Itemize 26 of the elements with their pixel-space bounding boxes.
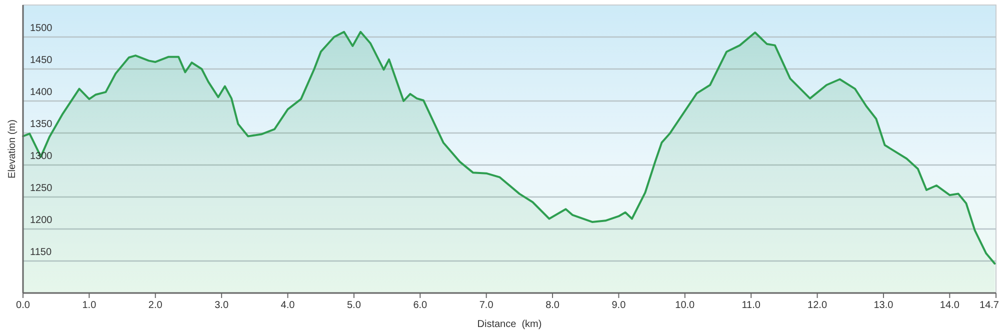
y-tick-label: 1200 (30, 215, 53, 226)
x-axis-title: Distance (km) (477, 319, 542, 330)
x-tick-label: 9.0 (612, 300, 626, 311)
x-tick-label: 0.0 (16, 300, 30, 311)
x-tick-label: 5.0 (347, 300, 362, 311)
x-tick-label: 14.7 (980, 300, 1000, 311)
y-tick-label: 1500 (30, 23, 53, 34)
x-tick-label: 13.0 (874, 300, 894, 311)
x-tick-label: 12.0 (808, 300, 828, 311)
x-tick-label: 3.0 (214, 300, 229, 311)
x-tick-label: 1.0 (82, 300, 97, 311)
x-tick-label: 11.0 (742, 300, 761, 311)
x-tick-label: 2.0 (148, 300, 163, 311)
x-tick-label: 14.0 (940, 300, 960, 311)
y-tick-label: 1450 (30, 55, 53, 66)
y-tick-label: 1400 (30, 87, 53, 98)
x-tick-label: 6.0 (413, 300, 428, 311)
x-tick-label: 8.0 (546, 300, 560, 311)
y-tick-label: 1350 (30, 119, 53, 130)
y-tick-label: 1300 (30, 151, 53, 162)
y-axis-title: Elevation (m) (7, 120, 18, 178)
x-tick-label: 4.0 (280, 300, 296, 311)
x-tick-label: 10.0 (675, 300, 696, 311)
x-tick-label: 7.0 (479, 300, 494, 311)
y-tick-label: 1250 (30, 183, 53, 194)
y-tick-label: 1150 (30, 247, 52, 258)
